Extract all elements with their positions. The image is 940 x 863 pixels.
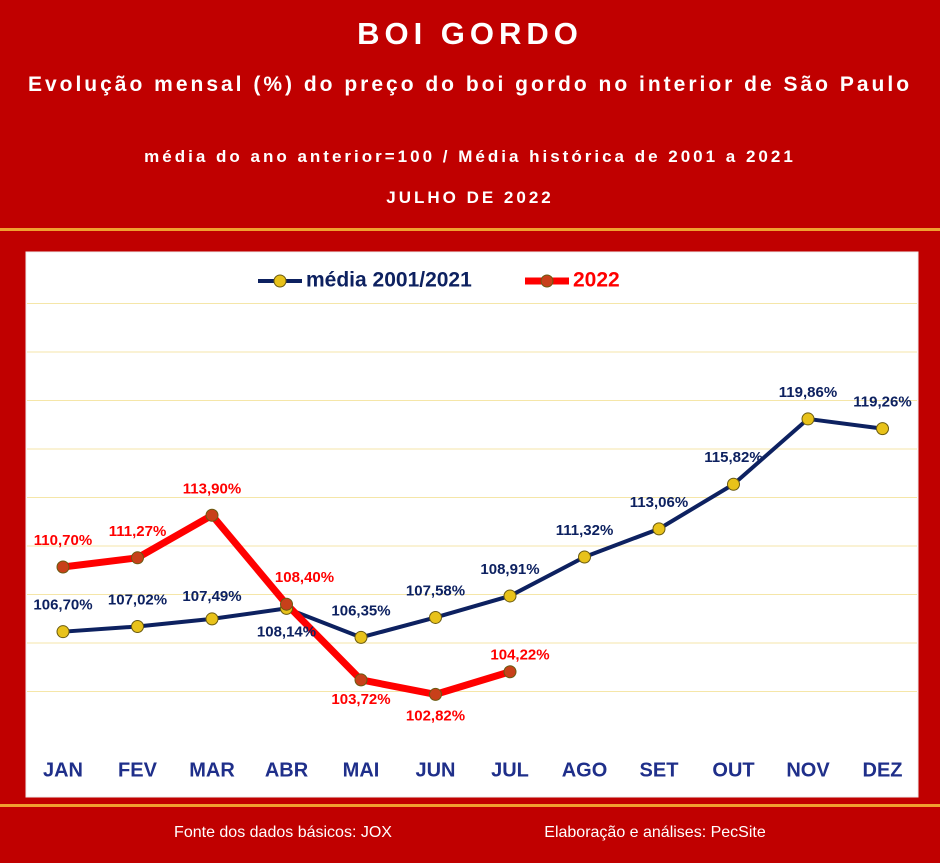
date: JULHO DE 2022 bbox=[386, 188, 554, 207]
data-label: 119,86% bbox=[779, 384, 837, 401]
point bbox=[578, 550, 591, 564]
point bbox=[429, 610, 442, 624]
point bbox=[354, 673, 368, 687]
data-label: 113,90% bbox=[183, 480, 241, 497]
data-label: 108,40% bbox=[275, 569, 334, 586]
plot-area bbox=[25, 251, 919, 798]
series-line bbox=[62, 416, 883, 640]
divider bbox=[0, 228, 940, 231]
x-tick-label: ABR bbox=[265, 759, 309, 781]
data-label: 110,70% bbox=[34, 532, 92, 549]
data-label: 104,22% bbox=[490, 647, 549, 664]
x-tick-label: SET bbox=[640, 759, 679, 781]
x-tick-label: JAN bbox=[43, 759, 83, 781]
point bbox=[503, 589, 517, 603]
data-label: 119,26% bbox=[853, 394, 911, 411]
data-label: 111,27% bbox=[109, 523, 167, 540]
data-label: 107,02% bbox=[108, 591, 167, 608]
point bbox=[131, 551, 144, 565]
point bbox=[876, 422, 889, 436]
data-label: 106,70% bbox=[33, 597, 92, 614]
x-tick-label: JUN bbox=[415, 759, 455, 781]
point bbox=[56, 560, 70, 574]
point bbox=[56, 625, 70, 639]
subtitle: Evolução mensal (%) do preço do boi gord… bbox=[27, 73, 913, 96]
x-tick-label: OUT bbox=[712, 759, 754, 781]
point bbox=[205, 508, 219, 522]
data-label: 102,82% bbox=[406, 707, 465, 724]
point bbox=[801, 412, 815, 426]
point bbox=[429, 687, 442, 701]
divider bbox=[0, 804, 940, 807]
point bbox=[503, 665, 517, 679]
x-tick-label: NOV bbox=[786, 759, 830, 781]
data-label: 107,58% bbox=[406, 582, 465, 599]
data-label: 103,72% bbox=[331, 691, 390, 708]
footer-credit: Elaboração e análises: PecSite bbox=[544, 824, 766, 841]
subtitle2: média do ano anterior=100 / Média histór… bbox=[144, 147, 796, 166]
point bbox=[354, 630, 368, 644]
point bbox=[727, 477, 740, 491]
footer-source: Fonte dos dados básicos: JOX bbox=[174, 824, 392, 841]
data-label: 107,49% bbox=[182, 588, 241, 605]
data-label: 108,14% bbox=[257, 623, 316, 640]
x-tick-label: DEZ bbox=[863, 759, 903, 781]
point bbox=[205, 612, 219, 626]
point bbox=[131, 620, 144, 634]
title: BOI GORDO bbox=[357, 16, 583, 51]
data-label: 106,35% bbox=[331, 602, 390, 619]
x-tick-label: MAR bbox=[189, 759, 235, 781]
x-tick-label: FEV bbox=[118, 759, 158, 781]
data-label: 111,32% bbox=[556, 522, 614, 539]
x-tick-label: AGO bbox=[562, 759, 608, 781]
x-tick-label: MAI bbox=[343, 759, 380, 781]
legend-marker bbox=[273, 274, 287, 288]
data-label: 113,06% bbox=[630, 494, 688, 511]
x-tick-label: JUL bbox=[491, 759, 529, 781]
legend-marker bbox=[540, 274, 554, 288]
data-label: 115,82% bbox=[704, 449, 762, 466]
legend-label: 2022 bbox=[573, 269, 620, 292]
data-label: 108,91% bbox=[480, 561, 539, 578]
point bbox=[280, 597, 293, 611]
legend-label: média 2001/2021 bbox=[306, 269, 472, 292]
point bbox=[652, 522, 666, 536]
